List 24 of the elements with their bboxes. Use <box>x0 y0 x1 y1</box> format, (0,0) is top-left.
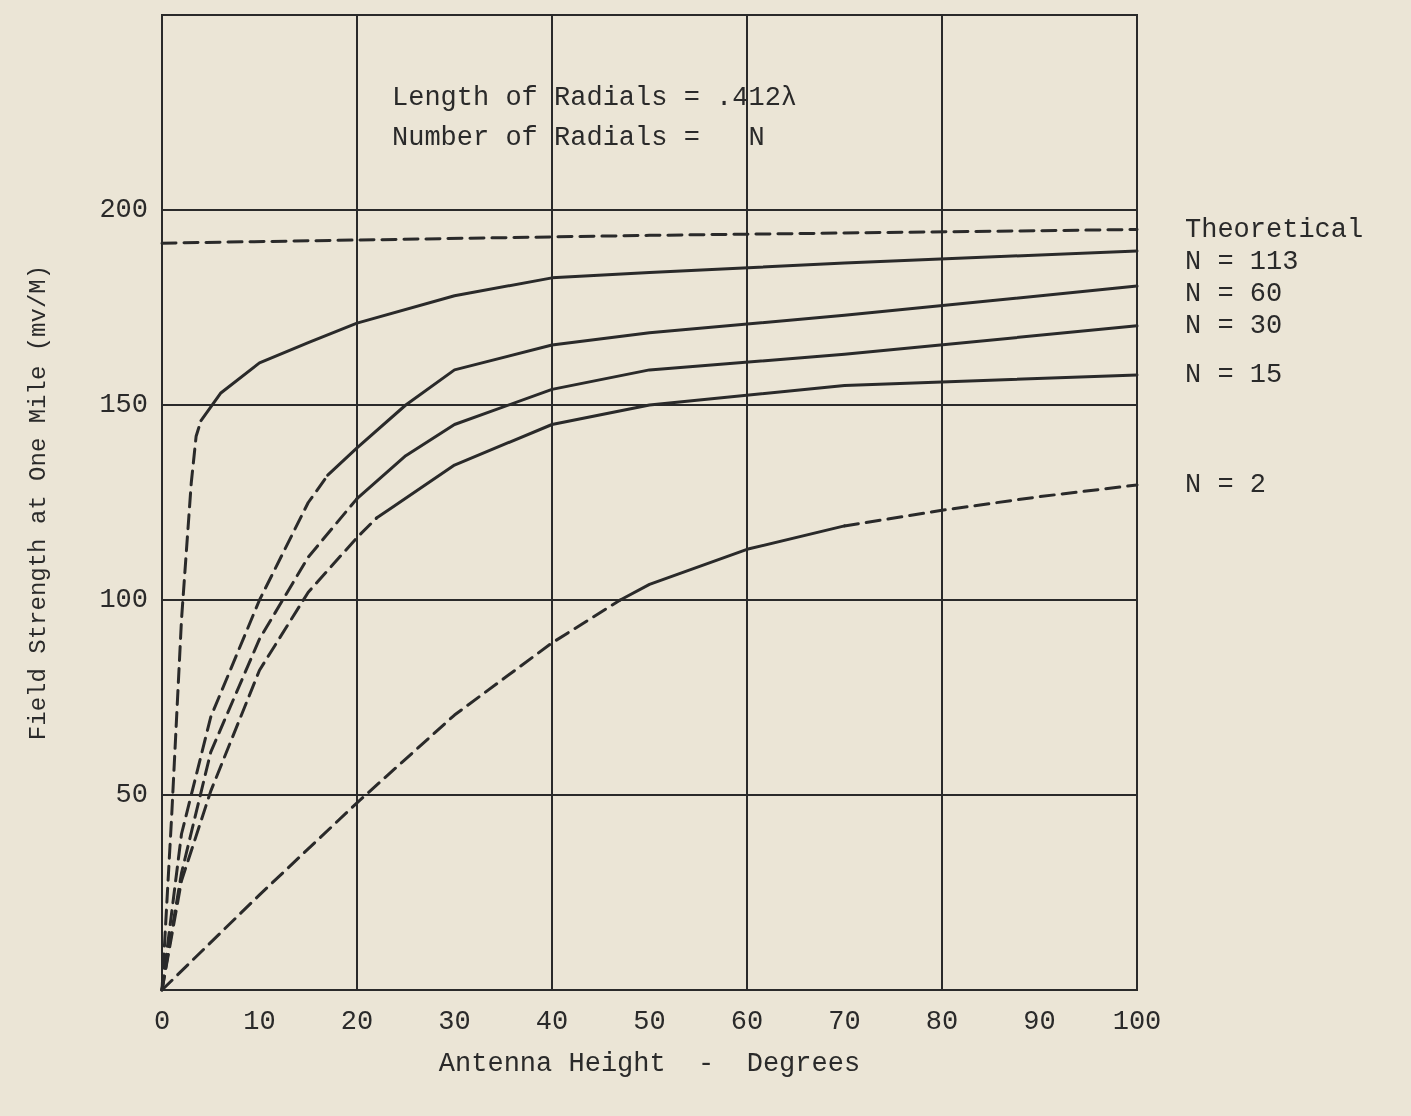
y-tick-label: 100 <box>99 585 148 615</box>
x-tick-label: 10 <box>243 1006 276 1037</box>
series-label: N = 113 <box>1185 246 1299 277</box>
y-tick-label: 150 <box>99 390 148 420</box>
x-axis-title: Antenna Height - Degrees <box>438 1048 861 1079</box>
x-tick-label: 90 <box>1023 1006 1056 1037</box>
series-label: N = 2 <box>1185 469 1267 500</box>
x-tick-label: 20 <box>340 1006 374 1037</box>
x-tick-label: 70 <box>828 1006 861 1037</box>
x-tick-label: 0 <box>153 1006 171 1037</box>
x-tick-label: 100 <box>1112 1006 1162 1037</box>
x-tick-label: 80 <box>925 1006 959 1037</box>
series-label: N = 15 <box>1185 359 1283 390</box>
x-tick-label: 60 <box>730 1006 764 1037</box>
x-tick-label: 50 <box>633 1006 666 1037</box>
series-label: Theoretical <box>1185 214 1364 245</box>
series-label: N = 60 <box>1185 278 1283 309</box>
y-tick-label: 50 <box>115 780 148 810</box>
x-tick-label: 40 <box>535 1006 569 1037</box>
series-label: N = 30 <box>1185 310 1283 341</box>
annotation: Number of Radials = N <box>392 122 765 153</box>
x-tick-label: 30 <box>438 1006 471 1037</box>
y-axis-title: Field Strength at One Mile (mv/M) <box>24 264 52 741</box>
y-tick-label: 200 <box>99 195 148 225</box>
